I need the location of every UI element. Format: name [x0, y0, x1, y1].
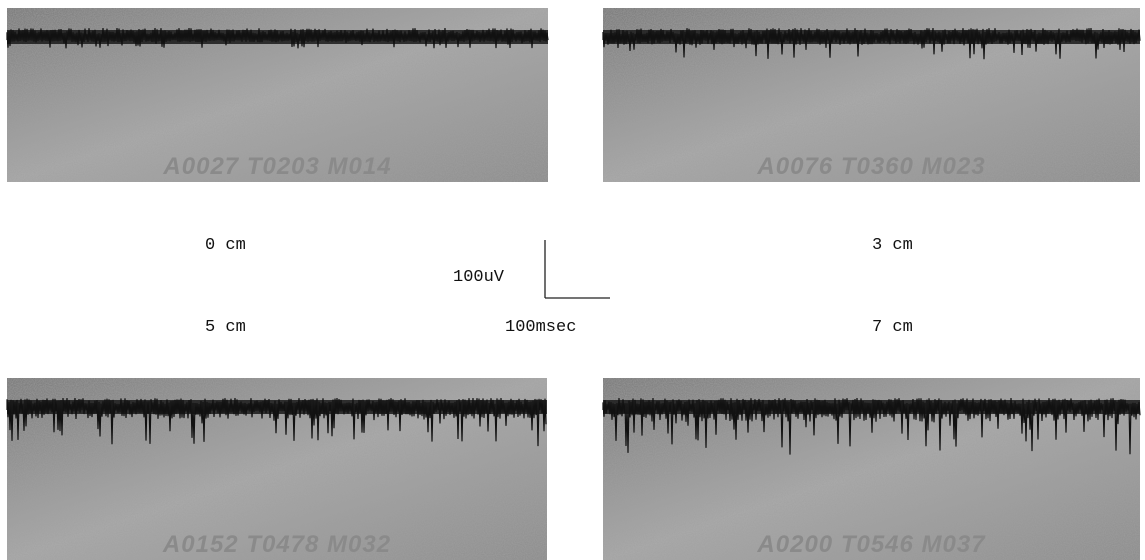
distance-label: 5 cm: [205, 318, 246, 337]
trace-photo: A0152 T0478 M032: [7, 378, 547, 560]
scale-label: 100msec: [505, 318, 576, 337]
panels: A0027 T0203 M014 A0076 T0360 M023 A0152 T0…: [7, 8, 1140, 560]
panel-code: A0076 T0360 M023: [756, 153, 985, 180]
panel-code: A0152 T0478 M032: [162, 531, 391, 558]
panel-code: A0027 T0203 M014: [162, 153, 391, 180]
distance-label: 7 cm: [872, 318, 913, 337]
distance-label: 3 cm: [872, 236, 913, 255]
page: A0027 T0203 M014 A0076 T0360 M023 A0152 T0…: [0, 0, 1145, 560]
trace-photo: A0027 T0203 M014: [7, 8, 548, 182]
trace-photo: A0076 T0360 M023: [603, 8, 1140, 182]
panel-code: A0200 T0546 M037: [756, 531, 986, 558]
distance-label: 0 cm: [205, 236, 246, 255]
trace-photo: A0200 T0546 M037: [603, 378, 1140, 560]
scale-label: 100uV: [453, 268, 505, 287]
figure: A0027 T0203 M014 A0076 T0360 M023 A0152 T0…: [0, 0, 1145, 560]
